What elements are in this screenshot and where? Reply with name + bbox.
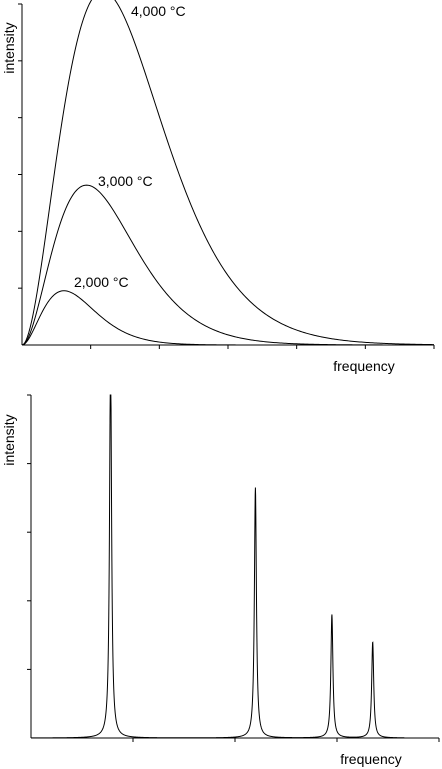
x-axis-label: frequency (333, 358, 394, 374)
curve-0 (21, 0, 435, 346)
curve-label-3000: 3,000 °C (98, 173, 153, 189)
curve-1 (21, 184, 434, 346)
x-axis-label: frequency (340, 751, 401, 767)
curve-2 (21, 290, 434, 346)
curves (21, 0, 435, 346)
y-axis-label: intensity (1, 414, 17, 465)
curve-label-4000: 4,000 °C (131, 3, 186, 19)
y-axis-label: intensity (1, 22, 17, 73)
tick-marks (27, 394, 440, 742)
tick-marks (18, 3, 435, 349)
emission-spectrum-chart: intensity frequency (1, 394, 440, 767)
blackbody-chart: intensity frequency 4,000 °C 3,000 °C 2,… (1, 0, 435, 374)
spectrum-line (31, 394, 405, 739)
spectrum-path (31, 394, 405, 739)
curve-label-2000: 2,000 °C (74, 274, 129, 290)
